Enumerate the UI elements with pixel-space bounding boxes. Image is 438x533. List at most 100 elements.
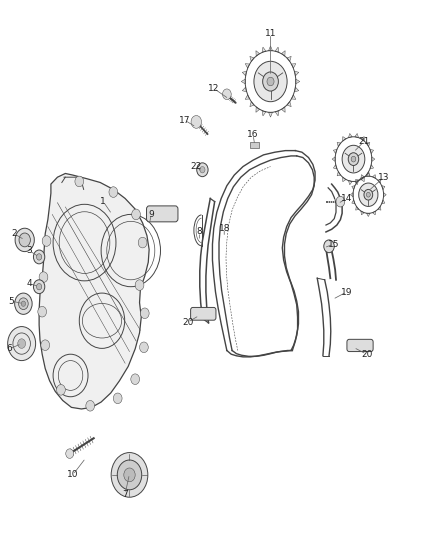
Polygon shape: [372, 211, 376, 215]
Polygon shape: [294, 87, 299, 92]
Polygon shape: [370, 165, 374, 169]
Circle shape: [342, 146, 365, 173]
Text: 2: 2: [11, 229, 17, 238]
Text: 13: 13: [378, 173, 390, 182]
Polygon shape: [361, 136, 364, 141]
Circle shape: [14, 293, 32, 314]
Polygon shape: [287, 56, 291, 61]
Polygon shape: [352, 185, 355, 190]
Polygon shape: [348, 181, 352, 185]
Circle shape: [364, 189, 373, 200]
Text: 16: 16: [247, 130, 259, 139]
Circle shape: [223, 89, 231, 100]
Circle shape: [18, 339, 25, 349]
Text: 22: 22: [191, 162, 202, 171]
Text: 14: 14: [341, 194, 352, 203]
Circle shape: [21, 301, 25, 306]
Circle shape: [138, 237, 147, 248]
Polygon shape: [275, 47, 279, 52]
Polygon shape: [366, 142, 370, 147]
Polygon shape: [242, 71, 247, 76]
Circle shape: [200, 166, 205, 173]
Circle shape: [336, 196, 345, 207]
Polygon shape: [294, 71, 299, 76]
Polygon shape: [245, 63, 250, 68]
Circle shape: [41, 340, 49, 351]
Circle shape: [36, 254, 42, 260]
Text: 21: 21: [358, 137, 370, 146]
Polygon shape: [356, 206, 359, 210]
Circle shape: [57, 384, 65, 395]
Polygon shape: [378, 179, 381, 183]
Text: 17: 17: [179, 116, 191, 125]
Polygon shape: [241, 79, 245, 84]
Polygon shape: [268, 112, 272, 117]
Text: 20: 20: [182, 318, 193, 327]
Text: 5: 5: [9, 296, 14, 305]
Polygon shape: [381, 200, 385, 204]
Circle shape: [75, 176, 84, 187]
Circle shape: [109, 187, 118, 197]
Polygon shape: [355, 133, 359, 138]
Polygon shape: [333, 165, 337, 169]
Polygon shape: [337, 142, 341, 147]
Circle shape: [18, 298, 28, 310]
Circle shape: [86, 400, 95, 411]
Polygon shape: [356, 179, 359, 183]
Polygon shape: [245, 95, 250, 99]
Polygon shape: [275, 110, 279, 116]
Polygon shape: [372, 157, 375, 161]
Polygon shape: [291, 95, 296, 99]
Circle shape: [132, 209, 141, 220]
Circle shape: [351, 156, 356, 162]
FancyBboxPatch shape: [347, 340, 373, 352]
Circle shape: [140, 342, 148, 353]
Polygon shape: [367, 173, 370, 176]
Polygon shape: [250, 56, 254, 61]
Polygon shape: [348, 133, 352, 138]
Polygon shape: [381, 185, 385, 190]
Polygon shape: [282, 51, 285, 56]
Polygon shape: [343, 177, 346, 182]
Bar: [250, 142, 259, 149]
Text: 19: 19: [341, 287, 352, 296]
Polygon shape: [256, 107, 260, 112]
Polygon shape: [384, 192, 386, 197]
Circle shape: [141, 308, 149, 319]
Polygon shape: [333, 149, 337, 154]
Text: 7: 7: [122, 489, 128, 498]
Polygon shape: [287, 101, 291, 107]
Circle shape: [197, 163, 208, 176]
Text: 3: 3: [26, 246, 32, 255]
Circle shape: [15, 228, 34, 252]
FancyBboxPatch shape: [191, 308, 216, 320]
Polygon shape: [242, 87, 247, 92]
Circle shape: [348, 153, 359, 165]
Text: 20: 20: [361, 350, 372, 359]
Polygon shape: [352, 200, 355, 204]
Circle shape: [33, 280, 45, 294]
Text: 9: 9: [148, 210, 154, 219]
Circle shape: [131, 374, 140, 384]
Circle shape: [324, 240, 334, 253]
Polygon shape: [367, 213, 370, 216]
Polygon shape: [366, 172, 370, 176]
Text: 18: 18: [219, 224, 230, 233]
Polygon shape: [262, 110, 266, 116]
Text: 6: 6: [7, 344, 12, 353]
Circle shape: [36, 284, 42, 290]
Polygon shape: [262, 47, 266, 52]
Polygon shape: [256, 51, 260, 56]
Polygon shape: [361, 177, 364, 182]
Circle shape: [267, 77, 274, 86]
Polygon shape: [343, 136, 346, 141]
Text: 15: 15: [328, 240, 339, 249]
Circle shape: [191, 116, 201, 128]
Circle shape: [254, 61, 287, 102]
Polygon shape: [350, 192, 353, 197]
Circle shape: [113, 393, 122, 403]
Circle shape: [359, 183, 378, 206]
Polygon shape: [337, 172, 341, 176]
Text: 1: 1: [100, 197, 106, 206]
Polygon shape: [361, 175, 364, 179]
